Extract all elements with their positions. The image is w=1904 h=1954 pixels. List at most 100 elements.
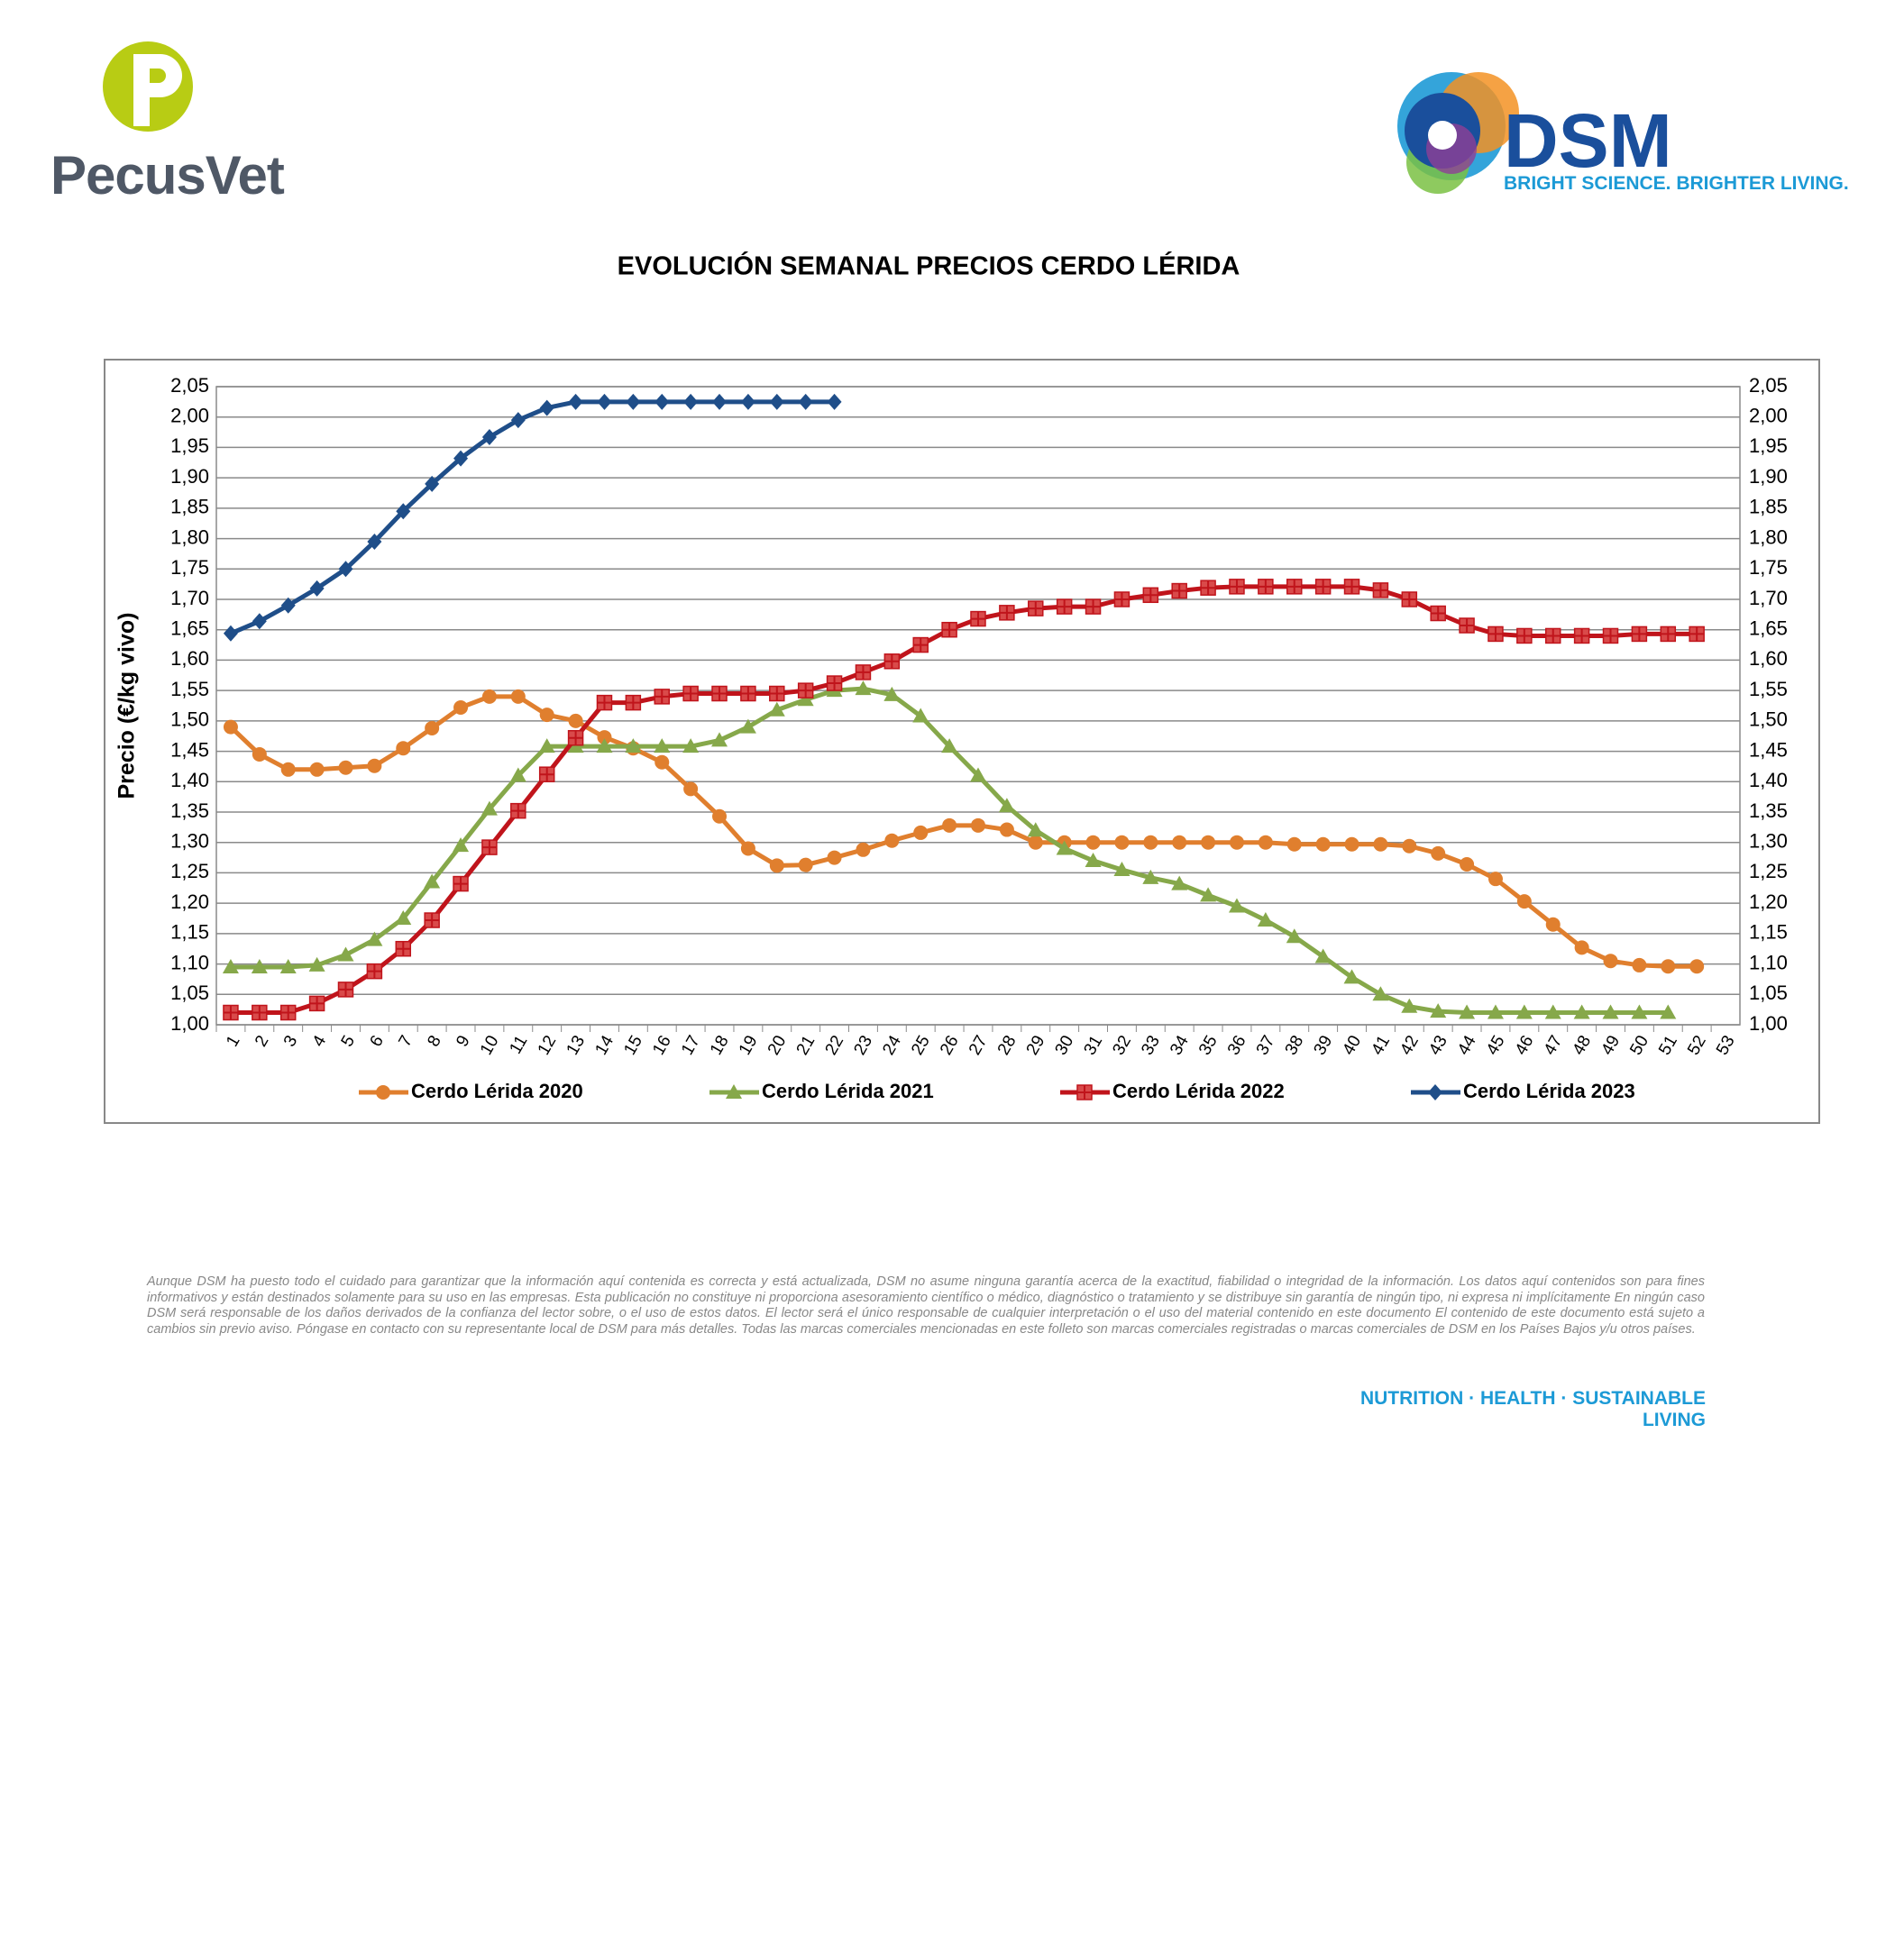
marker-shape xyxy=(999,822,1014,837)
x-tick-label: 46 xyxy=(1512,1033,1538,1059)
marker-shape xyxy=(539,399,554,416)
marker xyxy=(740,841,755,856)
marker-shape xyxy=(481,840,497,855)
marker xyxy=(1344,836,1359,852)
marker-shape xyxy=(682,738,700,753)
marker-shape xyxy=(1402,838,1417,854)
marker-shape xyxy=(424,873,441,889)
y2-tick-label: 1,65 xyxy=(1749,617,1788,640)
marker-shape xyxy=(425,913,440,928)
marker-shape xyxy=(1085,852,1102,867)
marker-shape xyxy=(913,637,929,653)
marker-shape xyxy=(453,876,469,891)
marker xyxy=(1142,587,1159,604)
marker-shape xyxy=(1689,959,1705,974)
marker-shape xyxy=(1200,887,1217,902)
marker xyxy=(1516,894,1532,909)
marker-shape xyxy=(1056,840,1073,855)
marker xyxy=(1056,598,1073,615)
marker xyxy=(308,956,325,972)
marker xyxy=(1056,840,1073,855)
marker xyxy=(739,718,756,734)
marker-shape xyxy=(971,817,985,833)
marker-shape xyxy=(309,580,325,597)
marker xyxy=(425,720,440,735)
marker-shape xyxy=(1603,628,1618,644)
marker-shape xyxy=(1114,592,1130,607)
marker-shape xyxy=(1372,986,1389,1001)
marker-shape xyxy=(338,760,353,775)
marker-shape xyxy=(1632,626,1647,642)
marker xyxy=(252,746,267,762)
marker xyxy=(883,653,901,670)
marker-shape xyxy=(223,1005,238,1020)
marker xyxy=(1515,1004,1533,1019)
x-tick-label: 17 xyxy=(678,1033,704,1059)
marker-shape xyxy=(626,695,641,710)
marker-shape xyxy=(1402,592,1417,607)
x-tick-label: 24 xyxy=(879,1032,905,1058)
series-line xyxy=(229,694,1698,969)
marker xyxy=(856,842,871,857)
marker xyxy=(280,762,296,777)
marker-shape xyxy=(481,428,497,445)
x-tick-label: 5 xyxy=(338,1033,359,1051)
marker-shape xyxy=(1057,599,1072,615)
y-tick-label: 1,95 xyxy=(170,434,209,457)
marker xyxy=(1430,1003,1447,1018)
marker xyxy=(883,686,901,701)
y2-tick-label: 1,35 xyxy=(1749,799,1788,822)
marker xyxy=(1229,579,1245,595)
marker-shape xyxy=(712,686,728,701)
marker xyxy=(1143,835,1158,850)
marker xyxy=(941,738,958,753)
marker xyxy=(970,610,986,627)
marker-shape xyxy=(1574,940,1589,955)
x-tick-label: 41 xyxy=(1368,1033,1394,1059)
marker-shape xyxy=(568,393,583,410)
marker xyxy=(797,682,814,699)
marker xyxy=(798,393,813,410)
marker-shape xyxy=(1460,617,1475,633)
marker-shape xyxy=(279,958,297,973)
marker-shape xyxy=(942,817,957,833)
marker-shape xyxy=(1228,898,1245,913)
marker xyxy=(376,1085,390,1100)
marker xyxy=(1172,835,1187,850)
marker xyxy=(625,738,642,753)
series-line xyxy=(229,399,835,636)
marker xyxy=(884,833,900,848)
plot-area xyxy=(215,386,1741,1026)
marker-shape xyxy=(367,963,382,979)
marker xyxy=(596,738,613,753)
marker xyxy=(1076,1084,1093,1100)
marker-shape xyxy=(1258,579,1273,594)
marker-shape xyxy=(769,393,784,410)
marker xyxy=(625,694,642,711)
y2-tick-label: 1,00 xyxy=(1749,1012,1788,1035)
marker-shape xyxy=(797,691,814,707)
marker xyxy=(999,605,1015,621)
marker-shape xyxy=(337,946,354,962)
marker xyxy=(396,503,411,520)
marker-shape xyxy=(1544,1004,1561,1019)
marker xyxy=(1487,1004,1504,1019)
marker-shape xyxy=(1344,579,1359,594)
marker-shape xyxy=(376,1085,390,1100)
marker xyxy=(654,393,670,410)
marker-shape xyxy=(280,597,296,614)
marker xyxy=(510,802,526,819)
x-tick-label: 48 xyxy=(1570,1033,1596,1059)
marker-shape xyxy=(827,676,842,691)
marker xyxy=(912,636,929,653)
marker xyxy=(1602,1004,1619,1019)
y2-tick-label: 1,60 xyxy=(1749,647,1788,670)
marker xyxy=(683,393,699,410)
marker-shape xyxy=(1258,835,1273,850)
marker-shape xyxy=(912,708,929,723)
marker-shape xyxy=(1028,835,1043,850)
legend-label: Cerdo Lérida 2022 xyxy=(1112,1080,1285,1102)
chart-title: EVOLUCIÓN SEMANAL PRECIOS CERDO LÉRIDA xyxy=(618,251,1240,281)
marker xyxy=(367,758,382,773)
marker-shape xyxy=(309,996,325,1011)
